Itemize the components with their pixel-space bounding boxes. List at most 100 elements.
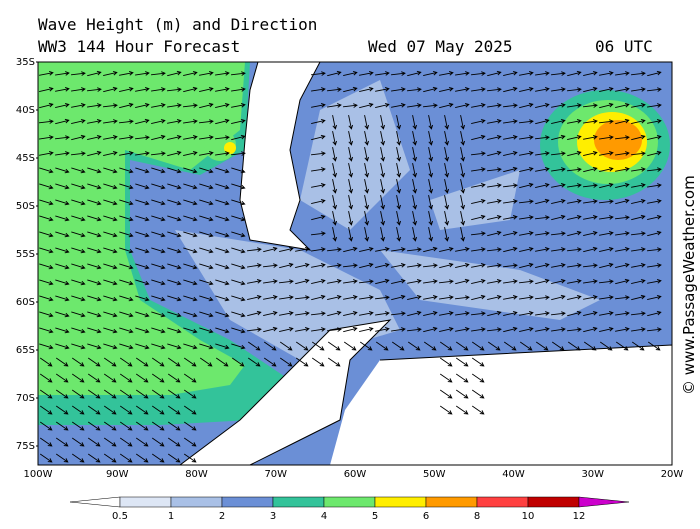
arrow <box>631 103 646 108</box>
arrow <box>471 405 485 415</box>
arrow <box>583 230 598 236</box>
colorbar-segment <box>170 496 223 508</box>
arrow <box>327 357 341 367</box>
arrow <box>631 278 646 284</box>
colorbar-segment <box>272 496 325 508</box>
arrow <box>279 295 294 300</box>
arrow <box>103 199 118 206</box>
arrow <box>444 115 450 130</box>
arrow <box>343 310 358 316</box>
arrow <box>87 119 102 124</box>
arrow <box>535 182 550 188</box>
arrow <box>406 247 422 252</box>
arrow <box>471 167 486 172</box>
arrow <box>55 183 70 190</box>
arrow <box>519 326 534 332</box>
arrow <box>183 311 198 318</box>
arrow <box>583 70 598 76</box>
arrow <box>423 86 438 93</box>
arrow <box>583 135 598 140</box>
arrow <box>55 215 70 222</box>
arrow <box>332 131 338 146</box>
arrow <box>428 147 434 162</box>
arrow <box>439 295 454 300</box>
arrow <box>262 263 278 268</box>
arrow <box>519 295 534 300</box>
arrow <box>295 341 309 351</box>
arrow <box>375 311 390 316</box>
arrow <box>39 231 54 238</box>
arrow <box>102 103 118 108</box>
arrow <box>551 327 566 332</box>
arrow <box>391 278 406 284</box>
arrow <box>551 294 566 301</box>
arrow <box>55 71 70 76</box>
arrow <box>263 279 278 284</box>
arrow <box>231 118 246 124</box>
arrow <box>471 183 486 188</box>
arrow <box>487 214 502 220</box>
arrow <box>407 70 422 77</box>
arrow <box>439 357 453 367</box>
arrow <box>359 326 374 332</box>
arrow <box>311 263 326 268</box>
arrow <box>167 373 181 383</box>
arrow <box>54 135 70 140</box>
arrow <box>471 103 486 108</box>
arrow <box>279 341 293 351</box>
arrow <box>311 294 326 301</box>
arrow <box>348 179 354 194</box>
arrow <box>412 115 418 130</box>
arrow <box>343 341 357 351</box>
arrow <box>615 118 630 125</box>
arrow <box>247 279 262 284</box>
arrow <box>647 230 662 237</box>
arrow <box>503 230 518 236</box>
arrow <box>391 263 406 268</box>
arrow <box>135 405 149 415</box>
arrow <box>535 231 550 236</box>
arrow <box>247 294 262 300</box>
arrow <box>471 214 486 221</box>
arrow <box>183 70 198 76</box>
arrow <box>151 134 166 141</box>
arrow <box>460 227 466 242</box>
arrow <box>615 71 630 76</box>
lat-label: 60S <box>16 297 35 308</box>
arrow <box>55 167 70 174</box>
arrow <box>380 227 386 242</box>
arrow <box>103 311 118 318</box>
arrow <box>39 405 53 415</box>
arrow <box>631 87 646 92</box>
title: Wave Height (m) and Direction <box>38 15 317 34</box>
arrow <box>599 341 613 351</box>
arrow <box>135 453 149 463</box>
arrow <box>119 71 134 76</box>
arrow <box>519 135 534 140</box>
arrow <box>119 279 134 286</box>
arrow <box>231 295 246 302</box>
arrow <box>646 167 662 172</box>
arrow <box>167 167 182 174</box>
arrow <box>167 231 182 238</box>
arrow <box>348 195 354 210</box>
arrow <box>487 310 502 317</box>
arrow <box>135 151 150 156</box>
arrow <box>87 295 102 302</box>
arrow <box>567 199 582 204</box>
arrow <box>39 295 54 302</box>
arrow <box>199 343 214 350</box>
arrow <box>535 278 550 285</box>
arrow <box>215 183 230 190</box>
arrow <box>439 326 454 332</box>
time: 06 UTC <box>595 37 653 56</box>
arrow <box>55 102 70 108</box>
arrow <box>151 199 166 206</box>
arrow <box>38 119 54 124</box>
arrow <box>487 134 502 140</box>
arrow <box>71 437 85 447</box>
arrow <box>615 102 630 108</box>
arrow <box>390 311 406 316</box>
arrow <box>518 279 534 284</box>
